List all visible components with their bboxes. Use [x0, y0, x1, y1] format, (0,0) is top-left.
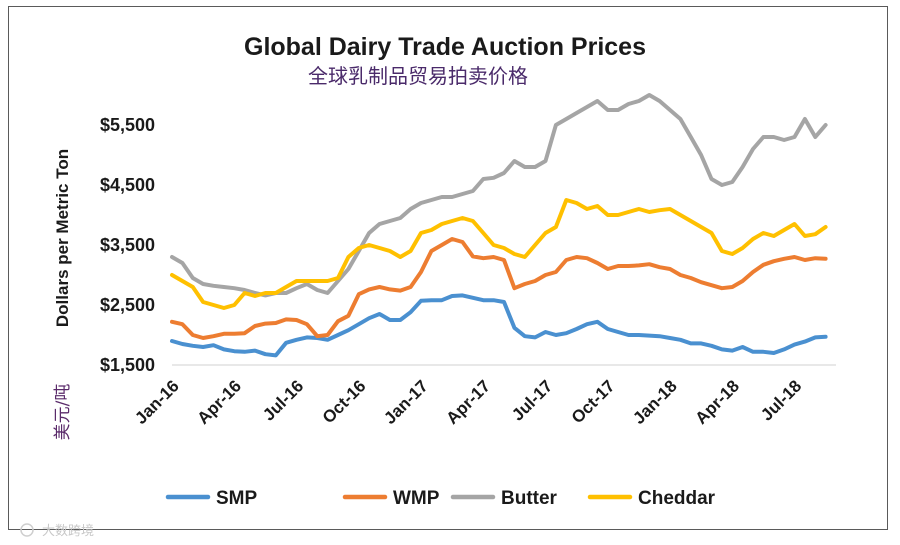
- x-tick-label: Jan-18: [629, 376, 681, 428]
- legend-label-cheddar: Cheddar: [638, 488, 716, 509]
- y-axis-ticks: $1,500 $2,500 $3,500 $4,500 $5,500: [100, 115, 155, 375]
- series-line-cheddar: [170, 198, 828, 310]
- y-tick-label: $2,500: [100, 295, 155, 315]
- x-tick-label: Jan-16: [131, 376, 183, 428]
- watermark: 大数跨境: [20, 523, 94, 539]
- legend-label-butter: Butter: [501, 488, 558, 509]
- x-tick-label: Apr-18: [692, 376, 744, 428]
- x-axis-ticks: Jan-16 Apr-16 Jul-16 Oct-16 Jan-17 Apr-17 Jul-…: [131, 376, 805, 428]
- watermark-text: 大数跨境: [42, 524, 94, 539]
- chart-title: Global Dairy Trade Auction Prices: [244, 33, 646, 61]
- y-tick-label: $4,500: [100, 175, 155, 195]
- x-tick-label: Jul-16: [259, 376, 307, 424]
- chart-legend: SMP WMP Butter Cheddar: [165, 488, 716, 509]
- legend-label-wmp: WMP: [393, 488, 440, 509]
- y-axis-label-cn: 美元/吨: [53, 384, 73, 441]
- x-tick-label: Jul-18: [757, 376, 805, 424]
- x-tick-label: Jan-17: [380, 376, 432, 428]
- x-tick-label: Apr-16: [194, 376, 246, 428]
- x-tick-label: Apr-17: [443, 376, 495, 428]
- chart-frame: [8, 6, 888, 530]
- series-line-wmp: [170, 237, 828, 340]
- series-line-smp: [170, 293, 828, 358]
- y-tick-label: $3,500: [100, 235, 155, 255]
- watermark-icon: [20, 523, 34, 537]
- legend-label-smp: SMP: [216, 488, 258, 509]
- series-lines: [170, 93, 828, 358]
- x-tick-label: Oct-17: [568, 376, 619, 427]
- y-tick-label: $5,500: [100, 115, 155, 135]
- x-tick-label: Oct-16: [319, 376, 370, 427]
- chart-subtitle: 全球乳制品贸易拍卖价格: [308, 64, 528, 88]
- y-axis-label: Dollars per Metric Ton: [53, 149, 72, 327]
- series-line-butter: [170, 93, 828, 298]
- x-tick-label: Jul-17: [508, 376, 556, 424]
- y-tick-label: $1,500: [100, 355, 155, 375]
